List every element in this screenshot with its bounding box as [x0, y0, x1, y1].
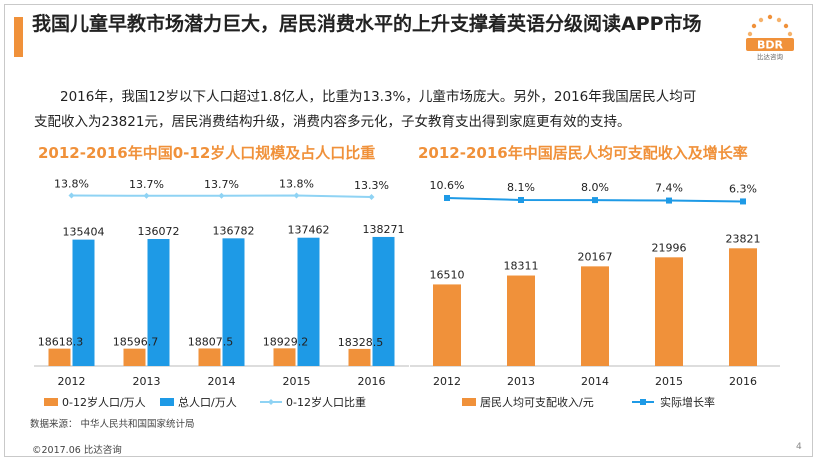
chart2-growth-label: 6.3% — [729, 182, 757, 195]
chart1-ratio-label: 13.3% — [354, 179, 389, 192]
income-chart: 16510 2012 10.6% 18311 2013 8.1% 20167 2014 8.0%… — [410, 179, 780, 409]
page-title: 我国儿童早教市场潜力巨大，居民消费水平的上升支撑着英语分级阅读APP市场 — [32, 13, 702, 35]
chart1-legend-total-pop-swatch — [160, 398, 174, 406]
chart1-total-pop-label: 136782 — [213, 224, 255, 237]
chart1-ratio-point — [218, 192, 225, 199]
chart2-title: 2012-2016年中国居民人均可支配收入及增长率 — [418, 144, 748, 162]
chart1-child-pop-label: 18328.5 — [338, 336, 384, 349]
chart2-legend-income-swatch — [462, 398, 476, 406]
chart1-legend-child-pop: 0-12岁人口/万人 — [62, 395, 146, 409]
population-chart: 18618.3 135404 2012 13.8% 18596.7 136072 2013 1… — [34, 178, 409, 409]
chart1-ratio-label: 13.8% — [279, 178, 314, 191]
chart2-growth-label: 7.4% — [655, 182, 683, 195]
chart1-bar-total-pop — [297, 237, 320, 366]
chart2-income-bar — [655, 257, 683, 366]
chart1-ratio-point — [368, 194, 375, 200]
chart2-income-label: 16510 — [430, 268, 465, 281]
logo-text: BDR — [757, 39, 784, 52]
bdr-logo: BDR 比达咨询 — [746, 14, 794, 60]
copyright: ©2017.06 比达咨询 — [32, 445, 122, 456]
chart2-income-bar — [433, 284, 461, 366]
chart1-bar-total-pop — [72, 239, 95, 366]
chart1-bar-total-pop — [372, 236, 395, 366]
chart1-x-tick-label: 2013 — [133, 375, 161, 388]
chart2-growth-point — [518, 197, 524, 203]
chart2-income-label: 18311 — [504, 260, 539, 273]
chart2-x-tick-label: 2016 — [729, 375, 757, 388]
page-number: 4 — [796, 442, 802, 452]
chart1-bar-child-pop — [198, 348, 221, 366]
chart2-growth-point — [444, 195, 450, 201]
chart2-growth-label: 8.1% — [507, 181, 535, 194]
chart1-x-tick-label: 2012 — [58, 375, 86, 388]
chart1-total-pop-label: 137462 — [288, 224, 330, 237]
chart2-x-tick-label: 2012 — [433, 375, 461, 388]
chart1-child-pop-label: 18618.3 — [38, 336, 84, 349]
chart2-growth-point — [740, 198, 746, 205]
chart2-growth-label: 8.0% — [581, 181, 609, 194]
chart1-title: 2012-2016年中国0-12岁人口规模及占人口比重 — [38, 144, 376, 162]
chart1-x-tick-label: 2015 — [283, 375, 311, 388]
chart1-total-pop-label: 138271 — [363, 223, 405, 236]
chart1-bar-total-pop — [222, 238, 245, 366]
chart1-ratio-label: 13.7% — [204, 178, 239, 191]
chart2-growth-label: 10.6% — [430, 179, 465, 192]
chart2-x-tick-label: 2015 — [655, 375, 683, 388]
chart1-ratio-label: 13.7% — [129, 178, 164, 191]
chart1-ratio-label: 13.8% — [54, 178, 89, 191]
chart2-legend-growth-marker — [640, 399, 646, 405]
chart1-legend-ratio-marker — [268, 399, 274, 405]
chart2-growth-point — [592, 197, 598, 204]
chart1-ratio-point — [143, 192, 150, 199]
chart1-child-pop-label: 18807.5 — [188, 335, 234, 348]
chart2-income-bar — [581, 266, 609, 366]
chart1-legend-ratio: 0-12岁人口比重 — [286, 395, 366, 409]
chart1-bar-child-pop — [123, 348, 146, 366]
chart1-child-pop-label: 18929.2 — [263, 335, 309, 348]
chart2-income-label: 23821 — [726, 232, 761, 245]
logo-subtext: 比达咨询 — [757, 52, 784, 60]
chart1-bar-child-pop — [348, 348, 371, 366]
data-source: 数据来源： 中华人民共和国国家统计局 — [30, 419, 195, 430]
chart1-legend-child-pop-swatch — [44, 398, 58, 406]
chart1-bar-child-pop — [273, 348, 296, 366]
intro-paragraph: 2016年，我国12岁以下人口超过1.8亿人，比重为13.3%，儿童市场庞大。另… — [34, 85, 794, 135]
intro-line-2: 支配收入为23821元，居民消费结构升级，消费内容多元化，子女教育支出得到家庭更… — [34, 114, 631, 130]
title-accent-bar — [14, 17, 23, 57]
chart2-income-label: 21996 — [652, 241, 687, 254]
chart2-x-tick-label: 2014 — [581, 375, 609, 388]
chart2-legend-income: 居民人均可支配收入/元 — [480, 395, 594, 409]
chart1-total-pop-label: 136072 — [138, 225, 180, 238]
chart2-x-tick-label: 2013 — [507, 375, 535, 388]
chart1-ratio-point — [68, 192, 75, 199]
chart1-bar-total-pop — [147, 238, 170, 366]
chart2-income-label: 20167 — [578, 250, 613, 263]
chart2-income-bar — [507, 275, 535, 366]
chart2-legend-growth: 实际增长率 — [660, 395, 715, 409]
chart1-ratio-point — [293, 192, 300, 199]
chart2-growth-point — [666, 197, 672, 204]
chart1-legend-total-pop: 总人口/万人 — [178, 395, 237, 409]
chart1-total-pop-label: 135404 — [63, 226, 105, 239]
chart1-child-pop-label: 18596.7 — [113, 336, 159, 349]
logo-dots-icon — [747, 14, 793, 37]
intro-line-1: 2016年，我国12岁以下人口超过1.8亿人，比重为13.3%，儿童市场庞大。另… — [60, 89, 697, 105]
chart1-x-tick-label: 2014 — [208, 375, 236, 388]
chart2-income-bar — [729, 248, 757, 366]
chart1-x-tick-label: 2016 — [358, 375, 386, 388]
slide-frame — [4, 4, 813, 457]
chart1-bar-child-pop — [48, 348, 71, 366]
